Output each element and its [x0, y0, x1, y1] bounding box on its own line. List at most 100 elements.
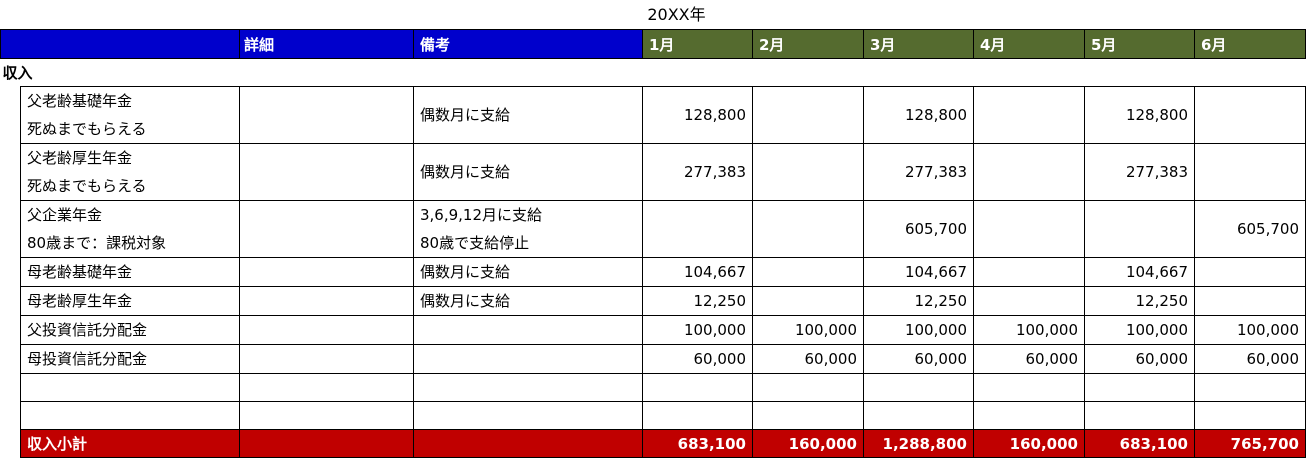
month-value-cell[interactable]: 104,667 — [863, 257, 974, 287]
month-value-cell[interactable] — [1194, 401, 1306, 430]
month-value-cell[interactable] — [973, 257, 1085, 287]
month-value-cell[interactable] — [863, 373, 974, 402]
note-cell[interactable] — [413, 373, 643, 402]
detail-cell[interactable] — [239, 257, 414, 287]
month-value-cell[interactable] — [973, 286, 1085, 316]
detail-cell[interactable] — [239, 401, 414, 430]
month-value-cell[interactable]: 100,000 — [1194, 315, 1306, 345]
month-value-cell[interactable] — [1194, 373, 1306, 402]
month-value-cell[interactable] — [752, 200, 864, 258]
note-cell[interactable]: 偶数月に支給 — [413, 143, 643, 201]
header-month-5: 5月 — [1084, 29, 1195, 59]
item-cell[interactable] — [20, 373, 240, 402]
table-row: 父投資信託分配金 100,000 100,000 100,000 100,000 100,… — [0, 315, 1306, 345]
month-value-cell[interactable] — [642, 200, 753, 258]
note-cell[interactable]: 偶数月に支給 — [413, 286, 643, 316]
note-text: 偶数月に支給 — [420, 106, 511, 124]
month-value-cell[interactable]: 100,000 — [642, 315, 753, 345]
total-value-cell: 765,700 — [1194, 429, 1306, 458]
month-value-cell[interactable] — [973, 401, 1085, 430]
month-value-cell[interactable] — [752, 373, 864, 402]
detail-cell[interactable] — [239, 86, 414, 144]
table-row: 父企業年金 80歳まで：課税対象 3,6,9,12月に支給 80歳で支給停止 605,7… — [0, 200, 1306, 258]
month-value-cell[interactable]: 60,000 — [863, 344, 974, 374]
indent-gutter — [0, 401, 21, 430]
month-value-cell[interactable] — [642, 401, 753, 430]
month-value-cell[interactable] — [1194, 257, 1306, 287]
month-value-cell[interactable] — [1084, 373, 1195, 402]
item-cell[interactable]: 父投資信託分配金 — [20, 315, 240, 345]
month-value-cell[interactable] — [973, 373, 1085, 402]
note-cell[interactable] — [413, 344, 643, 374]
month-value-cell[interactable]: 60,000 — [1084, 344, 1195, 374]
item-cell[interactable] — [20, 401, 240, 430]
header-blank — [0, 29, 240, 59]
indent-gutter — [0, 286, 21, 316]
detail-cell[interactable] — [239, 315, 414, 345]
month-value-cell[interactable] — [1084, 200, 1195, 258]
month-value-cell[interactable] — [752, 257, 864, 287]
month-value-cell[interactable] — [752, 86, 864, 144]
month-value-cell[interactable]: 60,000 — [642, 344, 753, 374]
month-value-cell[interactable]: 277,383 — [863, 143, 974, 201]
note-cell[interactable]: 偶数月に支給 — [413, 86, 643, 144]
item-cell[interactable]: 父老齢厚生年金 死ぬまでもらえる — [20, 143, 240, 201]
month-value-cell[interactable]: 12,250 — [1084, 286, 1195, 316]
section-label: 収入 — [2, 64, 33, 82]
note-cell[interactable] — [413, 401, 643, 430]
item-cell[interactable]: 母老齢厚生年金 — [20, 286, 240, 316]
month-value-cell[interactable]: 605,700 — [1194, 200, 1306, 258]
total-value-cell: 160,000 — [973, 429, 1085, 458]
month-value-cell[interactable] — [1194, 86, 1306, 144]
month-value-cell[interactable]: 12,250 — [642, 286, 753, 316]
note-cell[interactable]: 偶数月に支給 — [413, 257, 643, 287]
month-value-cell[interactable]: 60,000 — [1194, 344, 1306, 374]
indent-gutter — [0, 143, 21, 201]
month-value-cell[interactable]: 128,800 — [642, 86, 753, 144]
month-value-cell[interactable]: 100,000 — [863, 315, 974, 345]
item-cell[interactable]: 母投資信託分配金 — [20, 344, 240, 374]
month-value-cell[interactable] — [1194, 286, 1306, 316]
detail-cell[interactable] — [239, 373, 414, 402]
month-value-cell[interactable]: 100,000 — [973, 315, 1085, 345]
detail-cell[interactable] — [239, 286, 414, 316]
detail-cell[interactable] — [239, 200, 414, 258]
note-text: 偶数月に支給 — [420, 263, 511, 281]
month-value-cell[interactable]: 277,383 — [642, 143, 753, 201]
month-value-cell[interactable]: 104,667 — [642, 257, 753, 287]
detail-cell[interactable] — [239, 143, 414, 201]
note-cell[interactable] — [413, 315, 643, 345]
month-value-cell[interactable] — [1084, 401, 1195, 430]
month-value-cell[interactable]: 128,800 — [863, 86, 974, 144]
item-cell[interactable]: 母老齢基礎年金 — [20, 257, 240, 287]
month-value-cell[interactable]: 605,700 — [863, 200, 974, 258]
total-label: 収入小計 — [20, 429, 240, 458]
item-text: 死ぬまでもらえる — [27, 120, 147, 138]
item-cell[interactable]: 父老齢基礎年金 死ぬまでもらえる — [20, 86, 240, 144]
item-cell[interactable]: 父企業年金 80歳まで：課税対象 — [20, 200, 240, 258]
month-value-cell[interactable]: 100,000 — [752, 315, 864, 345]
header-month-3: 3月 — [863, 29, 974, 59]
month-value-cell[interactable]: 12,250 — [863, 286, 974, 316]
month-value-cell[interactable] — [752, 286, 864, 316]
month-value-cell[interactable]: 60,000 — [973, 344, 1085, 374]
month-value-cell[interactable] — [752, 401, 864, 430]
total-value-cell: 683,100 — [1084, 429, 1195, 458]
month-value-cell[interactable] — [642, 373, 753, 402]
month-value-cell[interactable] — [1194, 143, 1306, 201]
month-value-cell[interactable]: 60,000 — [752, 344, 864, 374]
month-value-cell[interactable]: 128,800 — [1084, 86, 1195, 144]
month-value-cell[interactable] — [973, 86, 1085, 144]
month-value-cell[interactable] — [973, 143, 1085, 201]
header-detail: 詳細 — [239, 29, 414, 59]
detail-cell[interactable] — [239, 344, 414, 374]
month-value-cell[interactable] — [863, 401, 974, 430]
note-cell[interactable]: 3,6,9,12月に支給 80歳で支給停止 — [413, 200, 643, 258]
month-value-cell[interactable]: 100,000 — [1084, 315, 1195, 345]
table-row: 母老齢基礎年金 偶数月に支給 104,667 104,667 104,667 — [0, 257, 1306, 287]
month-value-cell[interactable] — [973, 200, 1085, 258]
month-value-cell[interactable] — [752, 143, 864, 201]
month-value-cell[interactable]: 104,667 — [1084, 257, 1195, 287]
month-value-cell[interactable]: 277,383 — [1084, 143, 1195, 201]
indent-gutter — [0, 344, 21, 374]
